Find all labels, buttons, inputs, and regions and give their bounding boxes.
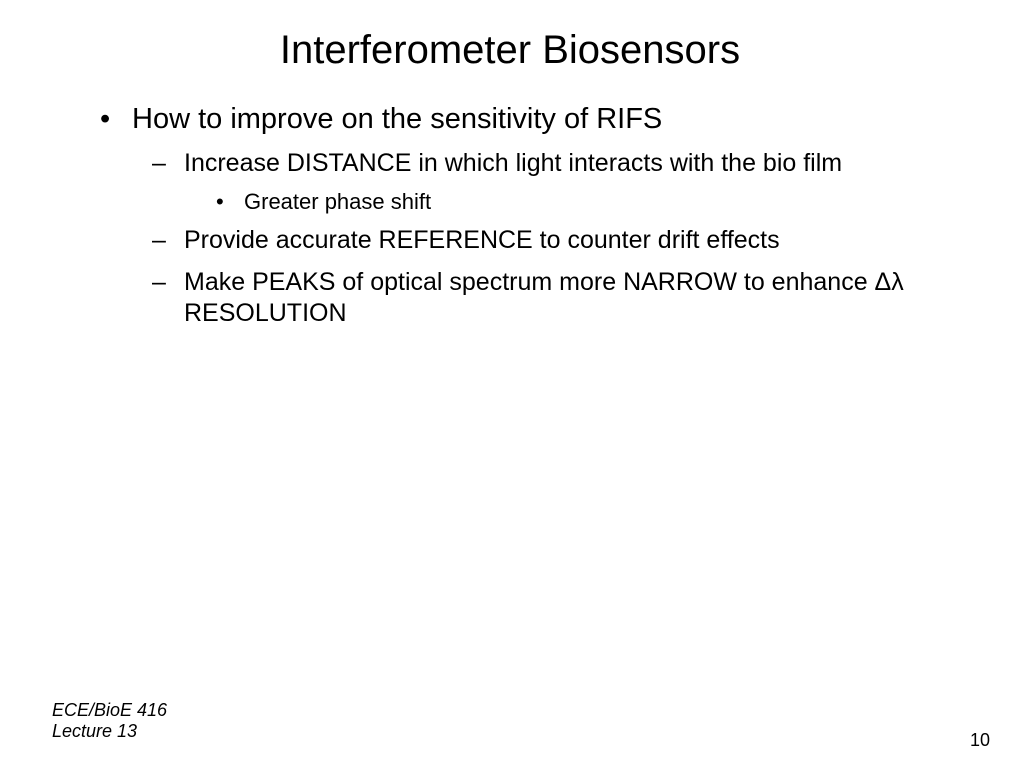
dash-marker: – bbox=[152, 225, 184, 256]
slide-title: Interferometer Biosensors bbox=[0, 0, 1020, 103]
dash-marker: – bbox=[152, 148, 184, 179]
bullet-level-1: • How to improve on the sensitivity of R… bbox=[100, 103, 960, 136]
bullet-level-2: – Make PEAKS of optical spectrum more NA… bbox=[152, 267, 960, 330]
bullet-text: Greater phase shift bbox=[244, 189, 431, 215]
footer-course-info: ECE/BioE 416 Lecture 13 bbox=[52, 700, 167, 743]
bullet-level-3: • Greater phase shift bbox=[216, 189, 960, 215]
slide-content: • How to improve on the sensitivity of R… bbox=[0, 103, 1020, 329]
course-code: ECE/BioE 416 bbox=[52, 700, 167, 722]
dash-marker: – bbox=[152, 267, 184, 330]
bullet-text: Increase DISTANCE in which light interac… bbox=[184, 148, 842, 179]
bullet-level-2: – Increase DISTANCE in which light inter… bbox=[152, 148, 960, 179]
bullet-text: Make PEAKS of optical spectrum more NARR… bbox=[184, 267, 960, 330]
bullet-marker: • bbox=[216, 189, 244, 215]
bullet-marker: • bbox=[100, 103, 132, 136]
bullet-level-2: – Provide accurate REFERENCE to counter … bbox=[152, 225, 960, 256]
lecture-number: Lecture 13 bbox=[52, 721, 167, 743]
bullet-text: How to improve on the sensitivity of RIF… bbox=[132, 103, 662, 136]
page-number: 10 bbox=[970, 730, 990, 751]
bullet-text: Provide accurate REFERENCE to counter dr… bbox=[184, 225, 780, 256]
